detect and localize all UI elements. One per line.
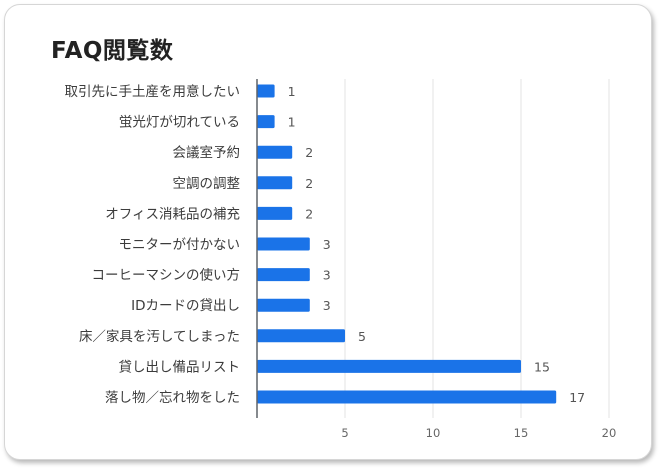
data-label: 1 [288, 115, 296, 130]
category-label: IDカードの貸出し [131, 298, 240, 314]
data-label: 17 [569, 390, 585, 405]
category-label: 取引先に手土産を用意したい [65, 83, 241, 100]
bar [257, 329, 345, 343]
category-labels: 取引先に手土産を用意したい蛍光灯が切れている会議室予約空調の調整オフィス消耗品の… [65, 83, 241, 406]
bar [257, 145, 293, 159]
data-label: 2 [305, 206, 313, 221]
category-label: モニターが付かない [119, 237, 241, 253]
bars [257, 84, 557, 404]
data-label: 2 [305, 145, 313, 160]
x-tick-label: 15 [514, 426, 529, 440]
bar [257, 268, 310, 282]
data-label: 15 [534, 359, 550, 374]
category-label: 蛍光灯が切れている [119, 115, 240, 131]
bar [257, 359, 521, 373]
chart-card: FAQ閲覧数 [4, 4, 652, 460]
bar [257, 298, 310, 312]
x-tick-label: 5 [341, 426, 348, 440]
category-label: 貸し出し備品リスト [119, 359, 241, 375]
bar [257, 115, 275, 129]
x-tick-label: 20 [602, 426, 617, 440]
data-label: 2 [305, 176, 313, 191]
bar [257, 390, 557, 404]
bar [257, 176, 293, 190]
category-label: 床／家具を汚してしまった [79, 328, 240, 345]
data-label: 3 [323, 298, 331, 313]
bar [257, 237, 310, 251]
data-label: 5 [358, 329, 366, 344]
category-label: オフィス消耗品の補充 [105, 206, 240, 222]
bar [257, 206, 293, 220]
x-axis-ticks: 5 10 15 20 [341, 426, 616, 440]
data-label: 3 [323, 268, 331, 283]
category-label: 会議室予約 [173, 144, 241, 161]
category-label: 落し物／忘れ物をした [105, 390, 240, 406]
bar [257, 84, 275, 98]
chart-title: FAQ閲覧数 [51, 38, 174, 64]
category-label: コーヒーマシンの使い方 [92, 267, 241, 284]
data-label: 3 [323, 237, 331, 252]
category-label: 空調の調整 [173, 176, 241, 192]
data-label: 1 [288, 84, 296, 99]
x-tick-label: 10 [426, 426, 441, 440]
